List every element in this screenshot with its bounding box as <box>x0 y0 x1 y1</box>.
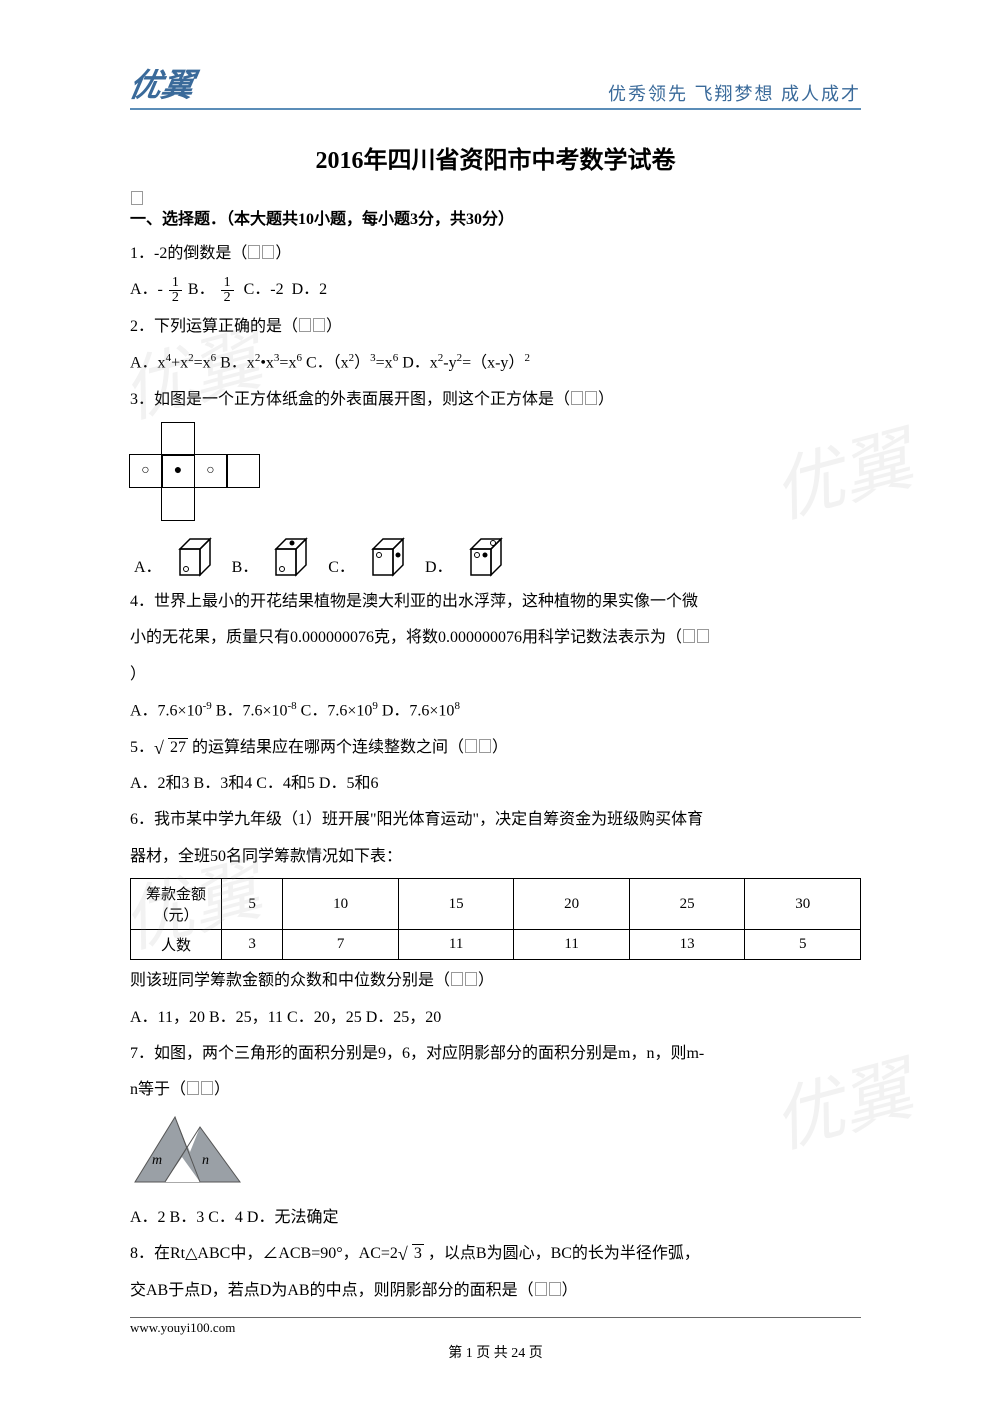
q6-line1: 6．我市某中学九年级（1）班开展"阳光体育运动"，决定自筹资金为班级购买体育 <box>130 805 861 835</box>
table-cell: 5 <box>745 930 861 960</box>
cube-net: ○ ● ○ <box>130 423 861 521</box>
text: 8．在Rt△ABC中，∠ACB=90°，AC=2 <box>130 1245 398 1262</box>
q8-line2: 交AB于点D，若点D为AB的中点，则阴影部分的面积是（ ） <box>130 1276 861 1306</box>
sqrt-icon: 27 <box>158 733 188 763</box>
cube-icon <box>463 531 513 581</box>
text: ） <box>275 245 291 262</box>
text: 的运算结果应在哪两个连续整数之间（ <box>192 739 464 756</box>
opt-a-pre: A．- <box>130 281 163 298</box>
q6-after: 则该班同学筹款金额的众数和中位数分别是（ ） <box>130 966 861 996</box>
table-cell: 25 <box>629 879 745 930</box>
text: 5． <box>130 739 154 756</box>
q5-options: A．2和3 B．3和4 C．4和5 D．5和6 <box>130 769 861 799</box>
opt-d: D．2 <box>292 281 328 298</box>
table-cell: 11 <box>514 930 630 960</box>
q7-options: A．2 B．3 C．4 D．无法确定 <box>130 1203 861 1233</box>
q6-line2: 器材，全班50名同学筹款情况如下表： <box>130 842 861 872</box>
logo: 优翼 <box>126 60 198 106</box>
q2-stem: 2．下列运算正确的是（ ） <box>130 312 861 342</box>
q3-stem: 3．如图是一个正方体纸盒的外表面展开图，则这个正方体是（ ） <box>130 385 861 415</box>
text: 小的无花果，质量只有0.000000076克，将数0.000000076用科学记… <box>130 629 682 646</box>
table-cell: 筹款金额（元） <box>131 879 222 930</box>
text: 1．-2的倒数是（ <box>130 245 247 262</box>
table-cell: 15 <box>398 879 514 930</box>
table-cell: 30 <box>745 879 861 930</box>
q6-options: A．11，20 B．25，11 C．20，25 D．25，20 <box>130 1003 861 1033</box>
table-cell: 3 <box>222 930 283 960</box>
text: ） <box>478 972 494 989</box>
text: ，以点B为圆心，BC的长为半径作弧， <box>428 1245 700 1262</box>
page-title: 2016年四川省资阳市中考数学试卷 <box>130 140 861 175</box>
text: ） <box>598 391 614 408</box>
net-cell: ● <box>161 454 195 488</box>
header: 优翼 优秀领先 飞翔梦想 成人成才 <box>130 60 861 110</box>
q8-line1: 8．在Rt△ABC中，∠ACB=90°，AC=2 3 ，以点B为圆心，BC的长为… <box>130 1239 861 1269</box>
section-heading: 一、选择题．（本大题共10小题，每小题3分，共30分） <box>130 205 861 229</box>
q1-stem: 1．-2的倒数是（ ） <box>130 239 861 269</box>
q4-line2: 小的无花果，质量只有0.000000076克，将数0.000000076用科学记… <box>130 623 861 653</box>
cube-icon <box>172 531 222 581</box>
table-cell: 20 <box>514 879 630 930</box>
q7-line2: n等于（ ） <box>130 1075 861 1105</box>
opt-b: B． <box>232 553 259 577</box>
table-row: 人数 3 7 11 11 13 5 <box>131 930 861 960</box>
text: 2．下列运算正确的是（ <box>130 318 298 335</box>
page: 优翼 优翼 优翼 优翼 优翼 优秀领先 飞翔梦想 成人成才 2016年四川省资阳… <box>0 0 991 1402</box>
q5-stem: 5． 27 的运算结果应在哪两个连续整数之间（ ） <box>130 733 861 763</box>
svg-text:m: m <box>152 1153 162 1168</box>
text: ） <box>214 1081 230 1098</box>
net-cell: ○ <box>129 454 163 488</box>
opt-a: A． <box>134 553 162 577</box>
fraction: 12 <box>169 276 182 305</box>
net-cell <box>161 422 195 456</box>
footer-url: www.youyi100.com <box>130 1317 861 1336</box>
q4-paren: ） <box>130 660 861 690</box>
text: 交AB于点D，若点D为AB的中点，则阴影部分的面积是（ <box>130 1282 534 1299</box>
text: 3．如图是一个正方体纸盒的外表面展开图，则这个正方体是（ <box>130 391 570 408</box>
table-row: 筹款金额（元） 5 10 15 20 25 30 <box>131 879 861 930</box>
text: 则该班同学筹款金额的众数和中位数分别是（ <box>130 972 450 989</box>
opt-c: C． <box>328 553 355 577</box>
opt-b-pre: B． <box>188 281 215 298</box>
net-cell: ○ <box>194 454 228 488</box>
net-cell <box>226 454 260 488</box>
sqrt-icon: 3 <box>402 1239 424 1269</box>
cube-icon <box>268 531 318 581</box>
q4-options: A．7.6×10-9 B．7.6×10-8 C．7.6×109 D．7.6×10… <box>130 696 861 727</box>
footer-page: 第 1 页 共 24 页 <box>0 1342 991 1362</box>
q7-line1: 7．如图，两个三角形的面积分别是9，6，对应阴影部分的面积分别是m，n，则m- <box>130 1039 861 1069</box>
svg-text:n: n <box>202 1153 209 1168</box>
text: ） <box>562 1282 578 1299</box>
spacer <box>130 185 861 193</box>
text: ） <box>492 739 508 756</box>
text: n等于（ <box>130 1081 186 1098</box>
text: ） <box>326 318 342 335</box>
q1-options: A．- 12 B． 12 C．-2 D．2 <box>130 275 861 305</box>
table-cell: 13 <box>629 930 745 960</box>
q4-line1: 4．世界上最小的开花结果植物是澳大利亚的出水浮萍，这种植物的果实像一个微 <box>130 587 861 617</box>
table-cell: 人数 <box>131 930 222 960</box>
table-cell: 10 <box>283 879 399 930</box>
cube-icon <box>365 531 415 581</box>
opt-c: C．-2 <box>244 281 284 298</box>
q7-figure: m n <box>130 1112 861 1197</box>
fraction: 12 <box>221 276 234 305</box>
q6-table: 筹款金额（元） 5 10 15 20 25 30 人数 3 7 11 11 13… <box>130 878 861 960</box>
q2-options: A．x4+x2=x6 B．x2•x3=x6 C．（x2）3=x6 D．x2-y2… <box>130 348 861 379</box>
net-cell <box>161 487 195 521</box>
table-cell: 7 <box>283 930 399 960</box>
slogan: 优秀领先 飞翔梦想 成人成才 <box>608 80 861 106</box>
table-cell: 11 <box>398 930 514 960</box>
table-cell: 5 <box>222 879 283 930</box>
opt-d: D． <box>425 553 453 577</box>
q3-options: A． B． C． D． <box>130 531 861 581</box>
